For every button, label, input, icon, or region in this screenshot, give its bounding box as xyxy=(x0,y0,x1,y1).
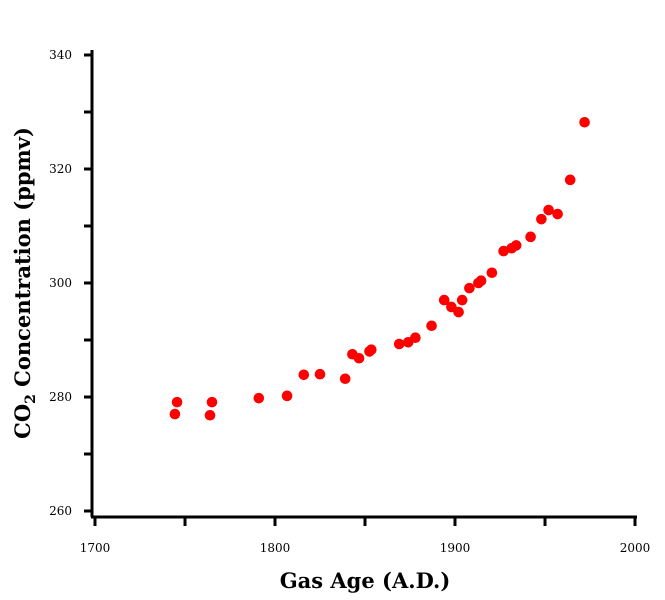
x-ticks: 1700 1800 1900 2000 xyxy=(80,517,651,555)
y-axis-title-subscript: 2 xyxy=(23,394,39,404)
data-point xyxy=(314,368,326,380)
data-point xyxy=(438,294,450,306)
data-point xyxy=(475,275,487,287)
x-axis-title: Gas Age (A.D.) xyxy=(280,568,451,593)
y-tick-label: 280 xyxy=(49,390,72,404)
x-tick-label: 1900 xyxy=(440,541,471,555)
y-axis-title-rest: Concentration (ppmv) xyxy=(10,127,35,394)
data-point xyxy=(536,213,547,225)
data-point xyxy=(366,344,377,355)
data-points xyxy=(169,116,590,421)
data-point xyxy=(426,320,437,332)
data-point xyxy=(543,204,554,216)
data-point xyxy=(486,267,498,279)
data-point xyxy=(253,392,265,404)
data-point xyxy=(171,396,183,408)
y-tick-label: 300 xyxy=(49,276,72,290)
data-point xyxy=(204,409,216,421)
data-point xyxy=(206,396,218,408)
data-point xyxy=(552,208,563,220)
data-point xyxy=(339,373,351,385)
data-point xyxy=(453,306,464,318)
data-point xyxy=(393,338,405,350)
y-tick-label: 320 xyxy=(49,162,72,176)
data-point xyxy=(464,282,475,294)
data-point xyxy=(579,116,590,128)
data-point xyxy=(281,390,293,402)
y-axis-title-main: CO xyxy=(10,404,35,439)
data-point xyxy=(298,369,310,381)
y-tick-label: 260 xyxy=(49,504,72,518)
data-point xyxy=(410,332,421,344)
data-point xyxy=(498,245,509,257)
y-ticks: 260 280 300 320 340 xyxy=(49,48,92,518)
x-tick-label: 1700 xyxy=(80,541,111,555)
x-tick-label: 1800 xyxy=(260,541,291,555)
y-axis-title: CO2 Concentration (ppmv) xyxy=(10,127,39,439)
data-point xyxy=(456,294,468,306)
y-tick-label: 340 xyxy=(49,48,72,62)
data-point xyxy=(510,240,522,251)
data-point xyxy=(169,408,181,420)
axes xyxy=(90,50,637,519)
x-tick-label: 2000 xyxy=(620,541,651,555)
data-point xyxy=(525,231,536,243)
data-point xyxy=(353,352,365,364)
data-point xyxy=(564,174,576,186)
